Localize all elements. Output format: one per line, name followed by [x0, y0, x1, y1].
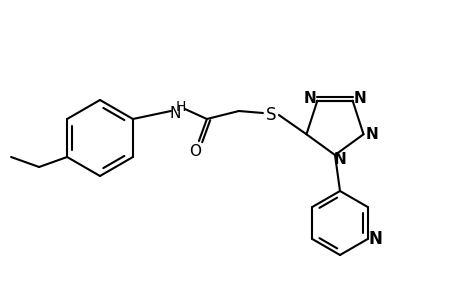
Text: H: H — [175, 100, 186, 114]
Text: N: N — [169, 106, 180, 121]
Text: N: N — [353, 91, 365, 106]
Text: S: S — [265, 106, 275, 124]
Text: N: N — [333, 152, 346, 167]
Text: N: N — [364, 127, 377, 142]
Text: O: O — [189, 143, 201, 158]
Text: N: N — [303, 91, 316, 106]
Text: N: N — [368, 230, 382, 248]
